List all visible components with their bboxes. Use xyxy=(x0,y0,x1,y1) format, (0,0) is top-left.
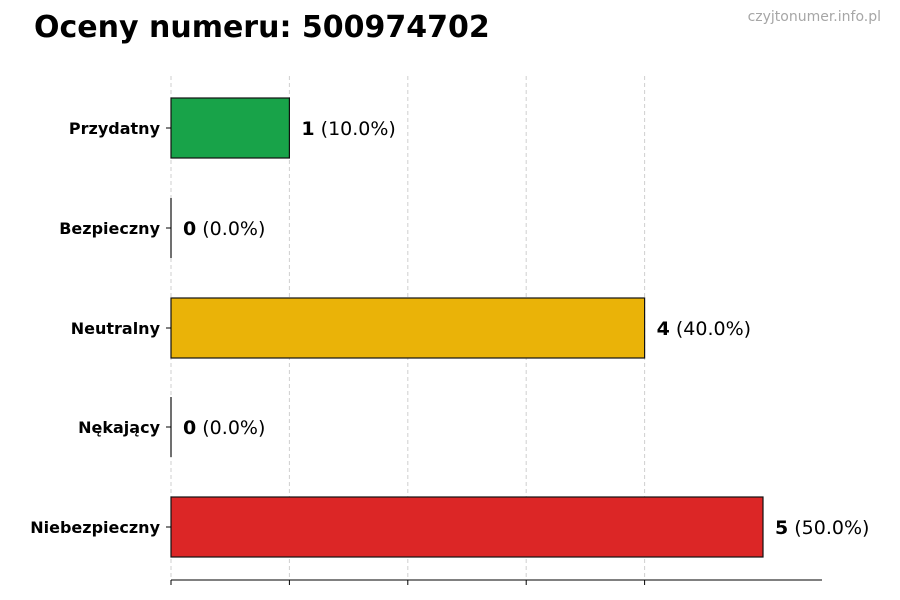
value-count: 4 xyxy=(657,318,670,340)
value-count: 0 xyxy=(183,417,196,439)
value-label: 5 (50.0%) xyxy=(775,517,869,539)
bar-niebezpieczny xyxy=(170,496,764,558)
value-percent: (0.0%) xyxy=(196,218,265,240)
value-percent: (50.0%) xyxy=(788,517,869,539)
category-label: Neutralny xyxy=(71,319,161,338)
value-label: 0 (0.0%) xyxy=(183,417,265,439)
value-label: 0 (0.0%) xyxy=(183,218,265,240)
value-count: 0 xyxy=(183,218,196,240)
category-label: Przydatny xyxy=(69,119,161,138)
value-percent: (0.0%) xyxy=(196,417,265,439)
category-label: Niebezpieczny xyxy=(30,518,160,537)
bar-neutralny xyxy=(170,297,646,359)
category-labels: Przydatny Bezpieczny Neutralny Nękający Nieb… xyxy=(30,119,160,537)
bars xyxy=(170,97,764,558)
value-label: 4 (40.0%) xyxy=(657,318,751,340)
axes xyxy=(166,127,822,585)
chart-title: Oceny numeru: 500974702 xyxy=(34,10,490,45)
value-count: 1 xyxy=(301,118,314,140)
bar-przydatny xyxy=(170,97,291,159)
watermark: czyjtonumer.info.pl xyxy=(747,9,881,25)
value-percent: (10.0%) xyxy=(315,118,396,140)
value-count: 5 xyxy=(775,517,788,539)
value-label: 1 (10.0%) xyxy=(301,118,395,140)
category-label: Bezpieczny xyxy=(59,219,160,238)
category-label: Nękający xyxy=(78,418,160,437)
value-percent: (40.0%) xyxy=(670,318,751,340)
value-labels: 1 (10.0%) 0 (0.0%) 4 (40.0%) 0 (0.0%) 5 (50.… xyxy=(183,118,869,539)
